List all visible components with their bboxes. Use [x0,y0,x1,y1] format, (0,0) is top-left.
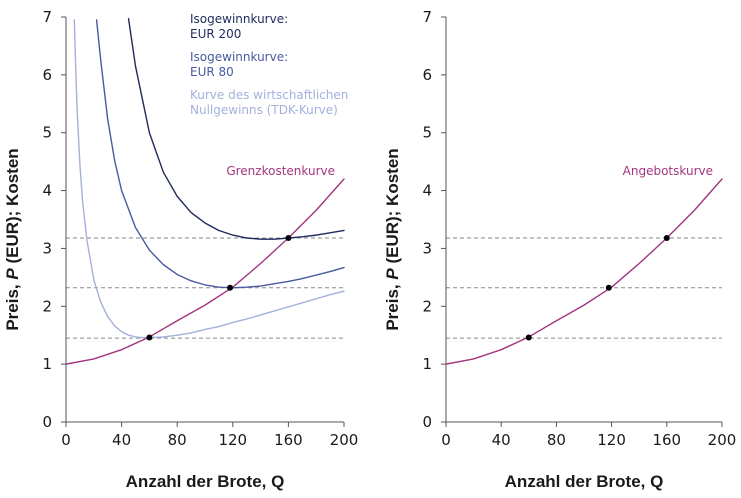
equilibrium-point-3 [285,235,292,242]
x-axis-label: Anzahl der Brote, Q [126,472,285,491]
x-tick-label: 160 [652,431,681,449]
y-axis-label: Preis, P (EUR); Kosten [3,148,22,330]
y-tick-label: 6 [422,66,432,84]
x-tick-label: 80 [547,431,566,449]
y-tick-label: 4 [42,182,52,200]
equilibrium-point-1 [146,334,153,341]
y-tick-label: 2 [42,297,52,315]
series-line-isogewinnkurve-eur-80 [95,19,345,289]
left-chart-panel: 0 1 2 3 4 5 6 7 0 40 80 120 160 200 Grenzkostenkurve Is… [3,8,358,491]
y-tick-label: 1 [42,355,52,373]
x-tick-label: 200 [708,431,737,449]
equilibrium-point-3 [663,235,670,242]
y-tick-label: 5 [42,124,52,142]
y-tick-label: 2 [422,297,432,315]
equilibrium-point-2 [227,284,234,291]
y-tick-label: 7 [422,8,432,26]
y-tick-label: 5 [422,124,432,142]
equilibrium-point-1 [525,334,532,341]
series-line-angebotskurve [446,178,723,365]
y-axis-label: Preis, P (EUR); Kosten [383,148,402,330]
y-tick-label: 6 [42,66,52,84]
y-tick-label: 4 [422,182,432,200]
equilibrium-point-2 [605,284,612,291]
x-tick-label: 0 [441,431,451,449]
x-tick-label: 80 [168,431,187,449]
curve-label: Grenzkostenkurve [226,164,335,178]
x-axis-label: Anzahl der Brote, Q [505,472,664,491]
x-tick-label: 40 [112,431,131,449]
legend-entry: Kurve des wirtschaftlichen Nullgewinns (T… [190,88,348,117]
x-tick-label: 160 [274,431,303,449]
y-tick-label: 3 [422,239,432,257]
x-tick-label: 200 [330,431,359,449]
series-line-isogewinnkurve-eur-200 [127,18,345,240]
x-tick-label: 120 [597,431,626,449]
series-line-grenzkostenkurve [66,178,345,365]
curve-label: Angebotskurve [623,164,713,178]
y-tick-label: 7 [42,8,52,26]
legend-entry: Isogewinnkurve: EUR 80 [190,50,288,79]
x-tick-label: 0 [61,431,71,449]
right-chart-panel: 0 1 2 3 4 5 6 7 0 40 80 120 160 200 Angebotskurve Anzah… [383,8,736,491]
x-tick-label: 120 [218,431,247,449]
y-tick-label: 1 [422,355,432,373]
x-tick-label: 40 [492,431,511,449]
y-tick-label: 0 [42,413,52,431]
y-tick-label: 0 [422,413,432,431]
legend-entry: Isogewinnkurve: EUR 200 [190,12,288,41]
y-tick-label: 3 [42,239,52,257]
